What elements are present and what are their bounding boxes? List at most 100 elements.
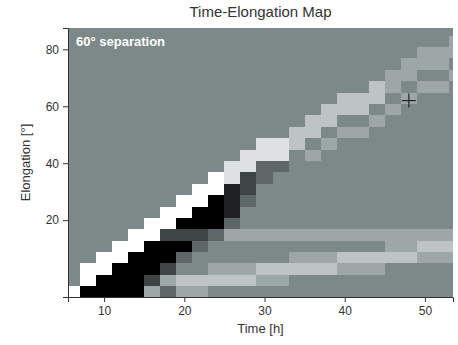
- annotation: 60° separation: [76, 34, 165, 49]
- heatmap-cell: [96, 126, 113, 138]
- heatmap-cell: [240, 103, 257, 115]
- heatmap-cell: [401, 81, 418, 93]
- heatmap-cell: [176, 115, 193, 127]
- heatmap-cell: [128, 160, 145, 172]
- heatmap-cell: [128, 229, 145, 241]
- heatmap-cell: [337, 172, 354, 184]
- tick: 20: [178, 297, 192, 318]
- heatmap-cell: [176, 286, 193, 297]
- heatmap-cell: [96, 81, 113, 93]
- heatmap-cell: [401, 183, 418, 195]
- heatmap-cell: [96, 195, 113, 207]
- heatmap-cell: [449, 160, 453, 172]
- heatmap-cell: [176, 138, 193, 150]
- heatmap-cell: [176, 47, 193, 59]
- tick: 40: [339, 297, 353, 318]
- heatmap-cell: [433, 217, 450, 229]
- heatmap-cell: [289, 217, 306, 229]
- heatmap-cell: [128, 217, 145, 229]
- heatmap-cell: [112, 172, 129, 184]
- heatmap-cell: [305, 195, 322, 207]
- heatmap-cell: [208, 195, 225, 207]
- heatmap-cell: [433, 240, 450, 252]
- heatmap-cell: [289, 69, 306, 81]
- heatmap-cell: [208, 115, 225, 127]
- heatmap-cell: [224, 92, 241, 104]
- heatmap-cell: [80, 81, 97, 93]
- heatmap-cell: [208, 274, 225, 286]
- heatmap-cell: [160, 195, 177, 207]
- heatmap-cell: [305, 160, 322, 172]
- heatmap-cell: [96, 172, 113, 184]
- heatmap-cell: [112, 81, 129, 93]
- heatmap-cell: [128, 69, 145, 81]
- heatmap-cell: [112, 58, 129, 70]
- heatmap-cell: [160, 172, 177, 184]
- heatmap-cell: [144, 149, 161, 161]
- heatmap-cell: [256, 263, 273, 275]
- heatmap-cell: [273, 47, 290, 59]
- heatmap-cell: [112, 115, 129, 127]
- heatmap-cell: [68, 263, 81, 275]
- heatmap-cell: [337, 126, 354, 138]
- heatmap-cell: [160, 229, 177, 241]
- heatmap-cell: [289, 160, 306, 172]
- x-axis-title: Time [h]: [237, 321, 283, 336]
- heatmap-cell: [273, 103, 290, 115]
- x-axis-line: [69, 298, 454, 303]
- heatmap-cell: [208, 217, 225, 229]
- heatmap-cell: [208, 58, 225, 70]
- heatmap-cell: [240, 206, 257, 218]
- chart-title: Time-Elongation Map: [189, 3, 331, 20]
- heatmap-cell: [256, 126, 273, 138]
- heatmap-cell: [449, 183, 453, 195]
- heatmap-cell: [160, 58, 177, 70]
- heatmap-cell: [305, 149, 322, 161]
- heatmap-cell: [256, 195, 273, 207]
- heatmap-cell: [224, 69, 241, 81]
- heatmap-cell: [369, 58, 386, 70]
- heatmap-cell: [256, 217, 273, 229]
- heatmap-cell: [369, 183, 386, 195]
- heatmap-cell: [144, 251, 161, 263]
- heatmap-cell: [289, 35, 306, 47]
- tick-label: 50: [419, 304, 433, 318]
- tick-label: 20: [46, 213, 60, 227]
- heatmap-cell: [433, 28, 450, 36]
- heatmap-cell: [176, 69, 193, 81]
- heatmap-cell: [337, 28, 354, 36]
- heatmap-cell: [417, 160, 434, 172]
- heatmap-cell: [176, 251, 193, 263]
- heatmap-cell: [273, 274, 290, 286]
- heatmap-cell: [160, 160, 177, 172]
- heatmap-cell: [192, 160, 209, 172]
- heatmap-cell: [401, 251, 418, 263]
- heatmap-cell: [240, 195, 257, 207]
- heatmap-cell: [144, 103, 161, 115]
- heatmap-cell: [192, 92, 209, 104]
- x-axis: 1020304050: [69, 297, 454, 318]
- heatmap-cell: [417, 172, 434, 184]
- heatmap-cell: [192, 28, 209, 36]
- heatmap-cell: [305, 115, 322, 127]
- heatmap-cell: [256, 274, 273, 286]
- heatmap-cell: [176, 172, 193, 184]
- heatmap-cell: [160, 274, 177, 286]
- heatmap-cell: [305, 81, 322, 93]
- heatmap-cell: [68, 240, 81, 252]
- heatmap-cell: [144, 195, 161, 207]
- heatmap-cell: [208, 149, 225, 161]
- heatmap-cell: [401, 217, 418, 229]
- heatmap-cell: [337, 229, 354, 241]
- heatmap-cell: [385, 263, 402, 275]
- heatmap-cell: [337, 103, 354, 115]
- heatmap-cell: [192, 195, 209, 207]
- heatmap-cell: [176, 92, 193, 104]
- heatmap-cell: [160, 206, 177, 218]
- tick-mark: [63, 220, 68, 221]
- heatmap-cell: [337, 263, 354, 275]
- heatmap-cell: [68, 274, 81, 286]
- heatmap-cell: [240, 263, 257, 275]
- heatmap-cell: [96, 160, 113, 172]
- heatmap-cell: [449, 28, 453, 36]
